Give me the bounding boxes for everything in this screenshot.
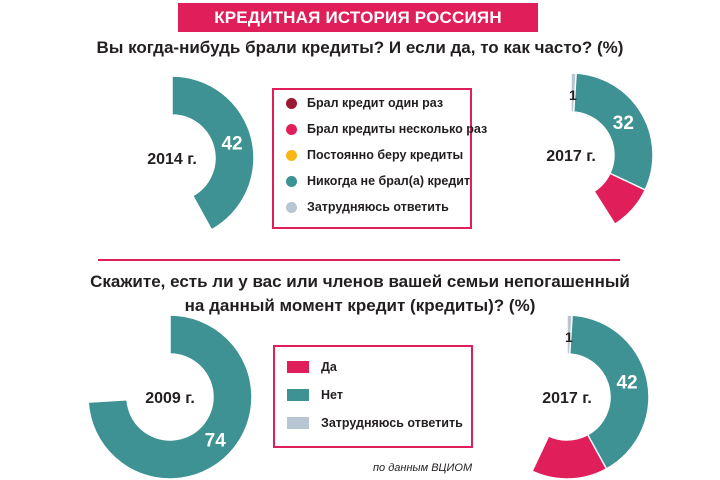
slice-4 <box>570 72 577 113</box>
legend-swatch <box>287 361 309 373</box>
slice-label-1: 74 <box>205 430 227 451</box>
legend-item: Затрудняюсь ответить <box>286 200 449 214</box>
question-2-line-2: на данный момент кредит (кредиты)? (%) <box>184 296 536 315</box>
slice-1 <box>171 75 255 203</box>
chart-title: КРЕДИТНАЯ ИСТОРИЯ РОССИЯН <box>178 3 538 32</box>
slice-label-0: 20 <box>198 99 219 120</box>
donut-year-label: 2017 г. <box>546 148 596 165</box>
question-2-line-1: Скажите, есть ли у вас или членов вашей … <box>90 272 630 291</box>
legend-swatch <box>287 417 309 429</box>
slice-label-2: 1 <box>565 329 573 345</box>
slice-0 <box>531 314 650 480</box>
legend-swatch <box>286 97 297 109</box>
slice-0 <box>171 75 251 146</box>
legend-item: Никогда не брал(а) кредит <box>286 174 470 188</box>
slice-label-0: 26 <box>205 346 226 367</box>
question-1: Вы когда-нибудь брали кредиты? И если да… <box>96 38 624 57</box>
slice-label-3: 42 <box>221 134 242 155</box>
slice-label-0: 20 <box>597 96 618 117</box>
legend-label: Да <box>321 360 337 374</box>
legend-item: Затрудняюсь ответить <box>287 416 463 430</box>
legend-label: Никогда не брал(а) кредит <box>307 174 471 188</box>
slice-label-0: 57 <box>617 402 638 423</box>
slice-label-3: 32 <box>613 113 634 134</box>
legend-credit-history: Брал кредит один раз Брал кредиты несколь… <box>272 88 487 229</box>
legend-label: Затрудняюсь ответить <box>307 200 449 214</box>
legend-swatch <box>287 389 309 401</box>
question-2: Скажите, есть ли у вас или членов вашей … <box>0 270 720 318</box>
legend-label: Затрудняюсь ответить <box>321 416 463 430</box>
legend-label: Брал кредиты несколько раз <box>307 122 488 136</box>
slice-0 <box>169 314 253 403</box>
slice-2 <box>171 75 194 118</box>
legend-swatch <box>286 149 297 161</box>
slice-2 <box>570 72 603 116</box>
legend-swatch <box>286 123 297 135</box>
slice-label-2: 4 <box>176 90 184 106</box>
legend-item: Нет <box>287 388 343 402</box>
slice-label-1: 41 <box>620 129 642 150</box>
source-note: по данным ВЦИОМ <box>373 462 473 474</box>
legend-label: Постоянно беру кредиты <box>307 148 464 162</box>
legend-item: Брал кредит один раз <box>286 96 443 110</box>
slice-label-1: 42 <box>616 373 637 394</box>
slice-2 <box>566 314 573 355</box>
slice-1 <box>570 72 654 226</box>
legend-label: Нет <box>321 388 343 402</box>
slice-3 <box>171 75 255 231</box>
legend-swatch <box>286 201 297 213</box>
slice-label-2: 6 <box>579 88 587 104</box>
slice-3 <box>570 72 654 191</box>
slice-1 <box>566 314 650 470</box>
legend-item: Да <box>287 360 337 374</box>
legend-item: Постоянно беру кредиты <box>286 148 463 162</box>
slice-1 <box>87 314 253 480</box>
legend-swatch <box>286 175 297 187</box>
slice-0 <box>570 72 650 143</box>
slice-label-4: 1 <box>569 87 577 103</box>
donut-year-label: 2017 г. <box>542 390 592 407</box>
legend-outstanding-loan: Да Нет Затрудняюсь ответить <box>273 345 473 448</box>
slice-label-1: 34 <box>216 119 238 140</box>
legend-label: Брал кредит один раз <box>307 96 444 110</box>
section-divider <box>98 259 620 261</box>
legend-item: Брал кредиты несколько раз <box>286 122 487 136</box>
donut-year-label: 2009 г. <box>145 390 195 407</box>
donut-year-label: 2014 г. <box>147 151 197 168</box>
